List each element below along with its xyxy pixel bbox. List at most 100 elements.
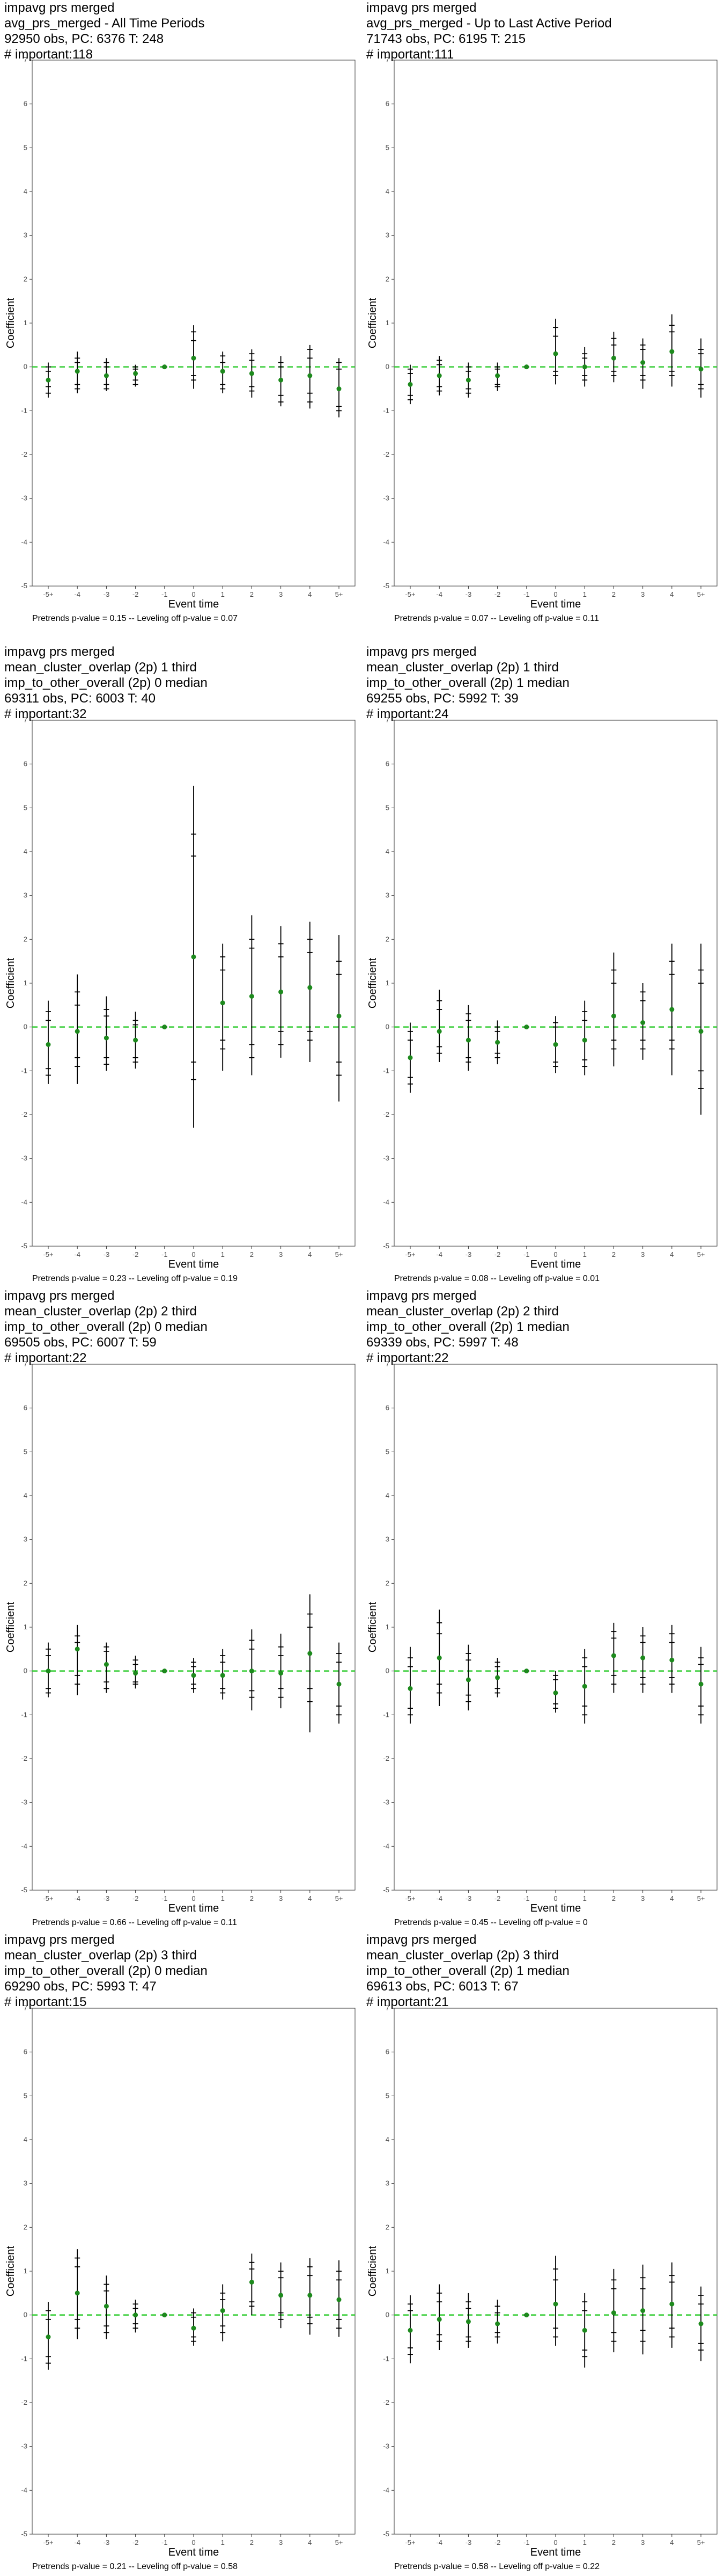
y-tick-label: -4 xyxy=(21,1198,27,1206)
coefficient-marker-1 xyxy=(582,1649,588,1724)
coefficient-marker--1 xyxy=(523,1668,529,1674)
point-estimate xyxy=(437,1029,442,1034)
x-tick-label: -3 xyxy=(104,2538,110,2546)
x-tick-label: 4 xyxy=(670,590,674,598)
coefficient-plot: -5 -4 -3 -2 -1 0 1 2 3 4 5 6 7 -5+ -4 -3 -2 -1 0 1 2 3 4 5+ Even… xyxy=(5,1360,356,1914)
x-tick-label: -4 xyxy=(436,1894,442,1902)
coefficient-marker--3 xyxy=(466,362,471,398)
coefficient-marker-3 xyxy=(640,2264,646,2355)
y-tick-label: 0 xyxy=(386,2311,389,2319)
point-estimate xyxy=(133,1671,138,1676)
x-tick-label: 4 xyxy=(308,2538,312,2546)
x-tick-label: 2 xyxy=(612,1250,616,1258)
x-tick-label: -2 xyxy=(494,590,501,598)
x-tick-label: -5+ xyxy=(43,1250,53,1258)
y-tick-label: 6 xyxy=(386,100,389,108)
panel-title-line: impavg prs merged xyxy=(366,1289,477,1303)
point-estimate xyxy=(220,369,225,374)
y-axis-title: Coefficient xyxy=(367,297,379,348)
point-estimate xyxy=(408,1055,413,1060)
coefficient-marker-5+ xyxy=(336,935,342,1102)
x-tick-label: 4 xyxy=(670,1250,674,1258)
point-estimate xyxy=(249,994,254,999)
coefficient-marker--3 xyxy=(104,996,109,1071)
x-tick-label: 3 xyxy=(641,1250,645,1258)
x-tick-label: -4 xyxy=(436,590,442,598)
x-tick-label: 1 xyxy=(221,1250,225,1258)
coefficient-marker--4 xyxy=(437,990,442,1062)
point-estimate xyxy=(524,2312,529,2318)
panel-title-line: imp_to_other_overall (2p) 1 median xyxy=(366,1964,570,1978)
panel-title-line: 71743 obs, PC: 6195 T: 215 xyxy=(366,32,526,46)
x-tick-label: 1 xyxy=(221,590,225,598)
x-tick-label: -5+ xyxy=(405,1894,415,1902)
x-tick-label: 3 xyxy=(641,1894,645,1902)
x-tick-label: 2 xyxy=(250,1894,254,1902)
pvalue-note: Pretrends p-value = 0.08 -- Leveling off… xyxy=(394,1274,600,1283)
point-estimate xyxy=(437,2317,442,2322)
x-tick-label: 5+ xyxy=(697,1250,705,1258)
y-tick-label: -3 xyxy=(21,1154,27,1162)
coefficient-marker--2 xyxy=(494,2300,500,2344)
y-tick-label: 2 xyxy=(386,1579,389,1587)
y-tick-label: 5 xyxy=(386,1447,389,1455)
point-estimate xyxy=(191,2325,196,2331)
y-tick-label: 0 xyxy=(24,1667,27,1675)
point-estimate xyxy=(220,1000,225,1006)
event-study-panel: -5 -4 -3 -2 -1 0 1 2 3 4 5 6 7 -5+ -4 -3 -2 -1 0 1 2 3 4 5+ Even… xyxy=(0,1932,356,2573)
panel-title-line: avg_prs_merged - All Time Periods xyxy=(4,16,205,31)
panel-title-line: impavg prs merged xyxy=(4,1289,115,1303)
coefficient-marker-0 xyxy=(191,786,196,1128)
x-tick-label: -4 xyxy=(74,590,80,598)
point-estimate xyxy=(437,1655,442,1660)
x-tick-label: 4 xyxy=(670,2538,674,2546)
x-tick-label: 3 xyxy=(279,590,283,598)
coefficient-plot: -5 -4 -3 -2 -1 0 1 2 3 4 5 6 7 -5+ -4 -3 -2 -1 0 1 2 3 4 5+ Even… xyxy=(367,2004,718,2558)
point-estimate xyxy=(466,1037,471,1043)
panel-title-line: # important:111 xyxy=(366,47,454,62)
y-tick-label: 6 xyxy=(386,2048,389,2056)
point-estimate xyxy=(582,1037,587,1043)
x-tick-label: 4 xyxy=(670,1894,674,1902)
point-estimate xyxy=(249,2279,254,2285)
coefficient-marker--5+ xyxy=(46,1642,51,1697)
point-estimate xyxy=(495,2321,500,2326)
panel-title-line: impavg prs merged xyxy=(4,1,115,15)
coefficient-plot: -5 -4 -3 -2 -1 0 1 2 3 4 5 6 7 -5+ -4 -3 -2 -1 0 1 2 3 4 5+ Even… xyxy=(5,56,356,610)
coefficient-marker-2 xyxy=(611,332,617,383)
y-tick-label: -5 xyxy=(383,1242,389,1250)
y-tick-label: 2 xyxy=(386,2223,389,2231)
coefficient-marker-5+ xyxy=(698,2286,704,2361)
y-tick-label: 0 xyxy=(24,1023,27,1031)
y-tick-label: 4 xyxy=(24,847,27,855)
panel-title-line: impavg prs merged xyxy=(366,1,477,15)
y-tick-label: -5 xyxy=(383,582,389,590)
y-tick-label: 1 xyxy=(386,1623,389,1631)
y-axis-title: Coefficient xyxy=(367,1601,379,1652)
y-tick-label: -5 xyxy=(21,1886,27,1894)
x-tick-label: -1 xyxy=(523,2538,530,2546)
coefficient-marker--5+ xyxy=(408,2295,413,2363)
point-estimate xyxy=(524,1668,529,1674)
pvalue-note: Pretrends p-value = 0.45 -- Leveling off… xyxy=(394,1918,588,1927)
panel-title-line: # important:118 xyxy=(4,47,93,62)
event-study-panel: -5 -4 -3 -2 -1 0 1 2 3 4 5 6 7 -5+ -4 -3 -2 -1 0 1 2 3 4 5+ Even… xyxy=(362,1288,718,1929)
y-tick-label: 7 xyxy=(386,1360,389,1368)
x-tick-label: 3 xyxy=(641,2538,645,2546)
point-estimate xyxy=(133,2312,138,2318)
coefficient-marker--3 xyxy=(104,2275,109,2339)
coefficient-plot: -5 -4 -3 -2 -1 0 1 2 3 4 5 6 7 -5+ -4 -3 -2 -1 0 1 2 3 4 5+ Even… xyxy=(367,1360,718,1914)
point-estimate xyxy=(307,1651,313,1656)
panel-title-line: 69290 obs, PC: 5993 T: 47 xyxy=(4,1979,157,1994)
x-tick-label: 4 xyxy=(308,1250,312,1258)
coefficient-marker--3 xyxy=(466,1005,471,1071)
point-estimate xyxy=(698,1029,704,1034)
point-estimate xyxy=(162,1668,167,1674)
point-estimate xyxy=(495,1675,500,1680)
x-tick-label: 5+ xyxy=(335,590,343,598)
point-estimate xyxy=(278,377,284,383)
point-estimate xyxy=(611,1653,616,1658)
x-tick-label: -1 xyxy=(161,590,168,598)
coefficient-marker-1 xyxy=(220,2284,226,2341)
point-estimate xyxy=(220,2308,225,2313)
